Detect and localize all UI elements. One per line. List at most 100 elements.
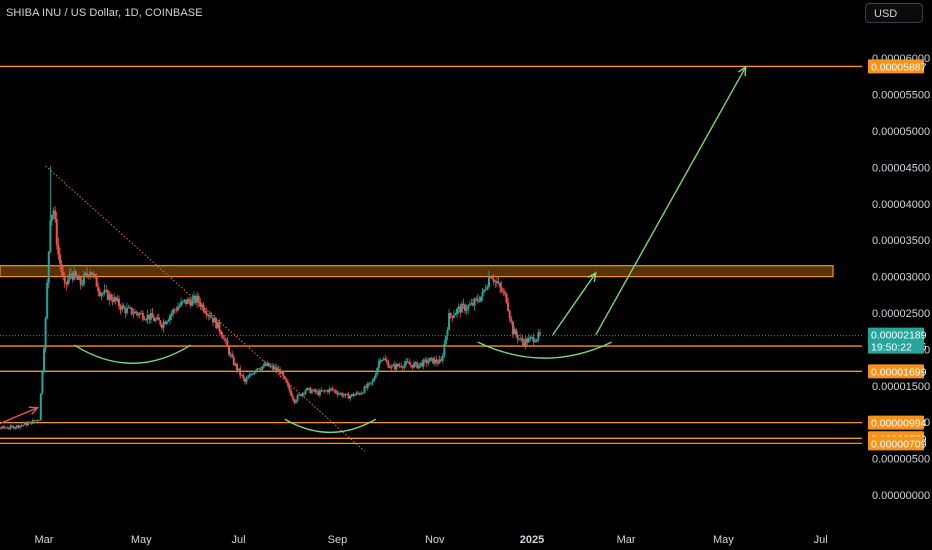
candle-body [531, 337, 533, 338]
y-tick-label: 0.00000000 [872, 490, 930, 502]
candle-body [180, 301, 183, 306]
candle-body [470, 303, 473, 305]
candle-body [389, 367, 392, 369]
candle-body [57, 244, 60, 255]
candle-body [50, 214, 53, 221]
x-tick-label: Nov [425, 534, 445, 546]
candle-body [132, 313, 135, 315]
y-tick-label: 0.00005500 [872, 90, 930, 102]
candle-body [397, 364, 400, 367]
candle-body [261, 366, 264, 370]
candle-body [218, 322, 221, 332]
candle-body [66, 279, 69, 285]
candle-body [30, 421, 33, 424]
arrow-line [552, 272, 597, 336]
candle-body [462, 303, 465, 305]
candle-body [403, 364, 406, 368]
candle-body [299, 394, 302, 397]
x-tick-label: Jul [814, 534, 828, 546]
candle-body [114, 297, 117, 301]
candle-body [100, 293, 103, 296]
annotations-layer [0, 65, 747, 433]
candle-body [245, 378, 248, 382]
x-axis[interactable]: Mar May Jul Sep Nov 2025 Mar May Jul [35, 534, 828, 546]
candle-body [127, 307, 130, 309]
candle-body [365, 386, 368, 388]
candle-body [146, 314, 149, 320]
candle-body [353, 394, 356, 396]
candle-body [167, 320, 170, 322]
candle-body [35, 420, 38, 421]
candle-body [204, 311, 207, 313]
candle-body [111, 299, 114, 302]
y-tick-label: 0.00004500 [872, 162, 930, 174]
candle-body [189, 301, 192, 306]
candle-body [374, 374, 377, 378]
candle-body [280, 371, 283, 374]
candle-body [151, 313, 154, 318]
candle-body [328, 388, 331, 393]
candle-body [31, 420, 34, 424]
candle-body [306, 387, 309, 391]
candle-body [232, 357, 235, 366]
candle-body [188, 299, 191, 302]
candle-body [213, 318, 216, 323]
candle-body [176, 307, 179, 311]
candle-body [494, 280, 497, 282]
candle-body [481, 291, 484, 297]
candle-body [227, 346, 230, 355]
candle-body [373, 377, 376, 382]
y-tick-label: 0.00004000 [872, 199, 930, 211]
candle-body [82, 274, 85, 285]
candle-body [387, 362, 390, 368]
currency-button[interactable]: USD [865, 3, 923, 23]
candle-body [27, 423, 30, 426]
candle-body [81, 284, 84, 286]
candle-body [277, 369, 280, 371]
candle-body [314, 389, 317, 393]
candle-body [377, 361, 380, 368]
candle-body [440, 359, 443, 361]
candle-body [497, 282, 500, 284]
candle-body [454, 313, 457, 316]
candle-body [92, 273, 95, 275]
candle-body [363, 386, 366, 393]
candle-body [242, 375, 245, 379]
current-price-tag-bg [868, 327, 924, 354]
candle-body [68, 273, 71, 280]
candle-body [358, 393, 361, 395]
candle-body [361, 392, 364, 394]
candle-body [49, 220, 52, 252]
candles-layer [0, 165, 541, 431]
candle-body [444, 336, 447, 344]
candle-body [235, 363, 238, 371]
candle-body [11, 425, 14, 427]
candle-body [86, 272, 89, 276]
candle-body [239, 368, 242, 376]
candle-body [430, 357, 433, 359]
candle-body [89, 272, 92, 277]
candle-body [103, 289, 106, 294]
candle-body [54, 210, 57, 220]
candle-body [331, 388, 334, 391]
candle-body [446, 329, 449, 337]
candle-body [417, 364, 420, 369]
candle-body [534, 341, 537, 343]
candle-body [129, 307, 132, 309]
candle-body [266, 362, 269, 366]
candle-body [156, 317, 159, 320]
candle-body [529, 337, 532, 338]
candle-body [487, 277, 490, 287]
candle-body [243, 378, 246, 382]
candle-body [71, 273, 74, 280]
candle-body [422, 359, 425, 367]
candle-body [14, 427, 17, 429]
candle-body [484, 289, 487, 291]
candle-body [162, 321, 165, 328]
candle-body [475, 298, 478, 300]
x-tick-label: 2025 [520, 534, 544, 546]
candle-body [425, 359, 428, 364]
candle-body [272, 365, 275, 370]
candle-body [102, 293, 105, 294]
